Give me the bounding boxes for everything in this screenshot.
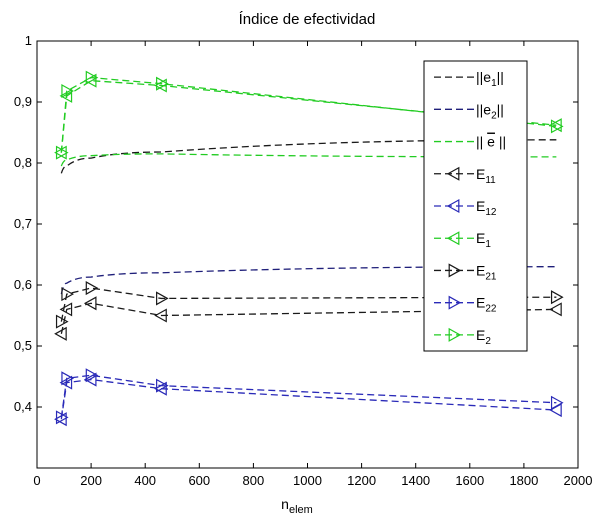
- legend-label: E21: [476, 262, 497, 282]
- series-point: [156, 76, 169, 91]
- legend-label: E11: [476, 166, 496, 186]
- series-point: [83, 372, 97, 387]
- series-7: [55, 368, 564, 425]
- series-point: [154, 78, 167, 93]
- series-point: [154, 308, 167, 323]
- x-tick-label: 1400: [401, 473, 430, 488]
- series-line: [60, 76, 557, 153]
- series-line: [60, 153, 557, 167]
- y-tick-label: 0,4: [14, 399, 32, 414]
- series-3: [54, 296, 562, 341]
- series-point: [61, 371, 74, 386]
- series-point: [549, 302, 562, 317]
- legend-label: || e ||: [476, 134, 506, 150]
- y-tick-label: 0,6: [14, 277, 32, 292]
- series-1: [60, 266, 557, 295]
- legend-marker: [446, 198, 460, 214]
- x-tick-label: 2000: [564, 473, 593, 488]
- legend-box: [423, 60, 528, 352]
- legend-label: E12: [476, 198, 497, 218]
- y-tick-label: 0,9: [14, 94, 32, 109]
- legend: ||e1|| ||e2|| || e || E11 E12 E1 E21 E22 E2: [423, 60, 528, 352]
- series-point: [85, 368, 99, 383]
- legend-marker: [446, 166, 460, 181]
- series-2: [60, 153, 557, 167]
- axis-ticks: 0 200 400 600 800 1000 1200 1400 1600 1800 2000 0,4…: [14, 33, 593, 488]
- x-tick-label: 600: [188, 473, 210, 488]
- y-tick-label: 0,7: [14, 216, 32, 231]
- series-line: [60, 266, 557, 295]
- x-axis-label-subscript: elem: [289, 504, 313, 516]
- legend-marker: [448, 327, 462, 342]
- series-point: [83, 296, 97, 311]
- series-point: [54, 326, 67, 341]
- series-point: [550, 395, 564, 410]
- chart-title: Índice de efectividad: [239, 11, 376, 28]
- series-0: [60, 139, 557, 174]
- series-point: [61, 84, 74, 99]
- series-line: [60, 139, 557, 174]
- x-tick-label: 1800: [509, 473, 538, 488]
- legend-marker: [446, 231, 460, 246]
- series-point: [85, 70, 99, 85]
- series-8: [55, 70, 564, 160]
- series-point: [55, 314, 69, 329]
- series-point: [59, 302, 73, 317]
- y-tick-label: 0,5: [14, 338, 32, 353]
- x-tick-label: 1000: [293, 473, 322, 488]
- series-point: [85, 281, 99, 296]
- x-tick-label: 0: [33, 473, 40, 488]
- y-tick-label: 1: [25, 33, 32, 48]
- series-point: [61, 287, 74, 302]
- legend-label: ||e1||: [476, 69, 504, 89]
- legend-label: E22: [476, 295, 497, 315]
- series-line: [60, 374, 557, 418]
- series-point: [156, 378, 169, 393]
- legend-label: ||e2||: [476, 101, 504, 121]
- series-point: [156, 291, 169, 306]
- x-axis-label: nelem: [281, 496, 313, 516]
- series-point: [550, 119, 564, 134]
- series-line: [60, 302, 557, 334]
- legend-label: E2: [476, 327, 491, 347]
- x-tick-label: 400: [134, 473, 156, 488]
- legend-marker: [448, 263, 462, 278]
- x-tick-label: 800: [243, 473, 265, 488]
- series-point: [55, 145, 69, 160]
- legend-marker: [448, 295, 462, 310]
- x-tick-label: 1200: [347, 473, 376, 488]
- y-tick-label: 0,8: [14, 155, 32, 170]
- x-tick-label: 200: [80, 473, 102, 488]
- series-point: [54, 412, 67, 427]
- series-point: [55, 410, 69, 425]
- series-point: [550, 290, 564, 305]
- legend-label: E1: [476, 230, 491, 250]
- series-6: [55, 281, 564, 329]
- x-tick-label: 1600: [455, 473, 484, 488]
- series-line: [60, 287, 557, 322]
